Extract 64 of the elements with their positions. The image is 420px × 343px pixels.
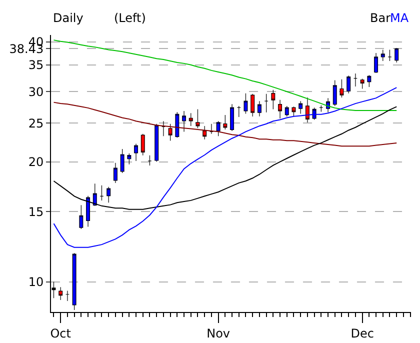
candlestick bbox=[250, 94, 255, 117]
candlestick bbox=[113, 162, 118, 184]
candlestick bbox=[72, 252, 76, 310]
candlestick bbox=[292, 106, 296, 117]
line-series bbox=[53, 40, 398, 111]
candlestick bbox=[380, 49, 385, 62]
candlestick bbox=[202, 126, 207, 140]
text: (Left) bbox=[114, 11, 146, 25]
candlestick bbox=[148, 155, 152, 166]
candlestick bbox=[134, 143, 138, 162]
candlestick bbox=[374, 52, 378, 74]
candlestick bbox=[161, 120, 166, 136]
candlestick bbox=[353, 73, 358, 87]
text: Bar bbox=[370, 11, 391, 25]
line-series bbox=[53, 102, 398, 147]
candlestick bbox=[312, 107, 316, 120]
candlestick bbox=[271, 90, 276, 110]
candlestick bbox=[340, 79, 344, 98]
candlestick bbox=[188, 112, 193, 126]
candlestick bbox=[106, 186, 111, 203]
candlestick bbox=[175, 112, 180, 138]
line-series bbox=[53, 87, 398, 248]
y-tick-label: 35 bbox=[28, 58, 44, 72]
text: MA bbox=[390, 11, 410, 25]
y-tick-label: 25 bbox=[28, 116, 44, 130]
candlestick bbox=[394, 48, 399, 63]
candlestick bbox=[79, 204, 84, 230]
candlestick bbox=[100, 185, 104, 201]
candlestick bbox=[346, 75, 351, 94]
candlestick bbox=[360, 78, 364, 90]
x-tick-label: Dec bbox=[350, 326, 374, 340]
candlestick bbox=[284, 106, 289, 117]
candlestick bbox=[319, 105, 324, 112]
candlestick bbox=[182, 110, 186, 132]
y-tick-label: 30 bbox=[28, 84, 44, 99]
x-tick-label: Nov bbox=[206, 326, 230, 340]
candlestick bbox=[223, 114, 228, 130]
candlestick bbox=[332, 80, 337, 106]
candlestick bbox=[140, 134, 145, 156]
candlestick bbox=[278, 100, 282, 119]
y-tick-label: 15 bbox=[28, 204, 44, 219]
candlestick bbox=[236, 106, 241, 118]
candlestick bbox=[388, 49, 392, 62]
candlestick bbox=[257, 100, 262, 117]
candlestick bbox=[154, 124, 159, 162]
candlestick bbox=[196, 108, 200, 128]
candlestick bbox=[127, 153, 132, 165]
candlestick bbox=[305, 97, 310, 123]
candlestick bbox=[92, 183, 97, 206]
candlestick bbox=[209, 124, 214, 134]
candlestick bbox=[168, 124, 172, 142]
candlestick bbox=[367, 74, 372, 88]
y-tick-label: 10 bbox=[28, 275, 44, 290]
candlestick bbox=[58, 286, 63, 300]
candlestick bbox=[298, 100, 303, 114]
x-tick-label: Oct bbox=[50, 326, 72, 340]
candlestick bbox=[216, 120, 220, 136]
text: Daily bbox=[53, 11, 84, 25]
candlestick bbox=[244, 93, 248, 114]
candlestick bbox=[264, 94, 268, 113]
candlestick bbox=[230, 104, 234, 132]
y-tick-label: 20 bbox=[28, 155, 44, 169]
candlestick bbox=[65, 290, 70, 302]
candlestick bbox=[120, 148, 124, 174]
